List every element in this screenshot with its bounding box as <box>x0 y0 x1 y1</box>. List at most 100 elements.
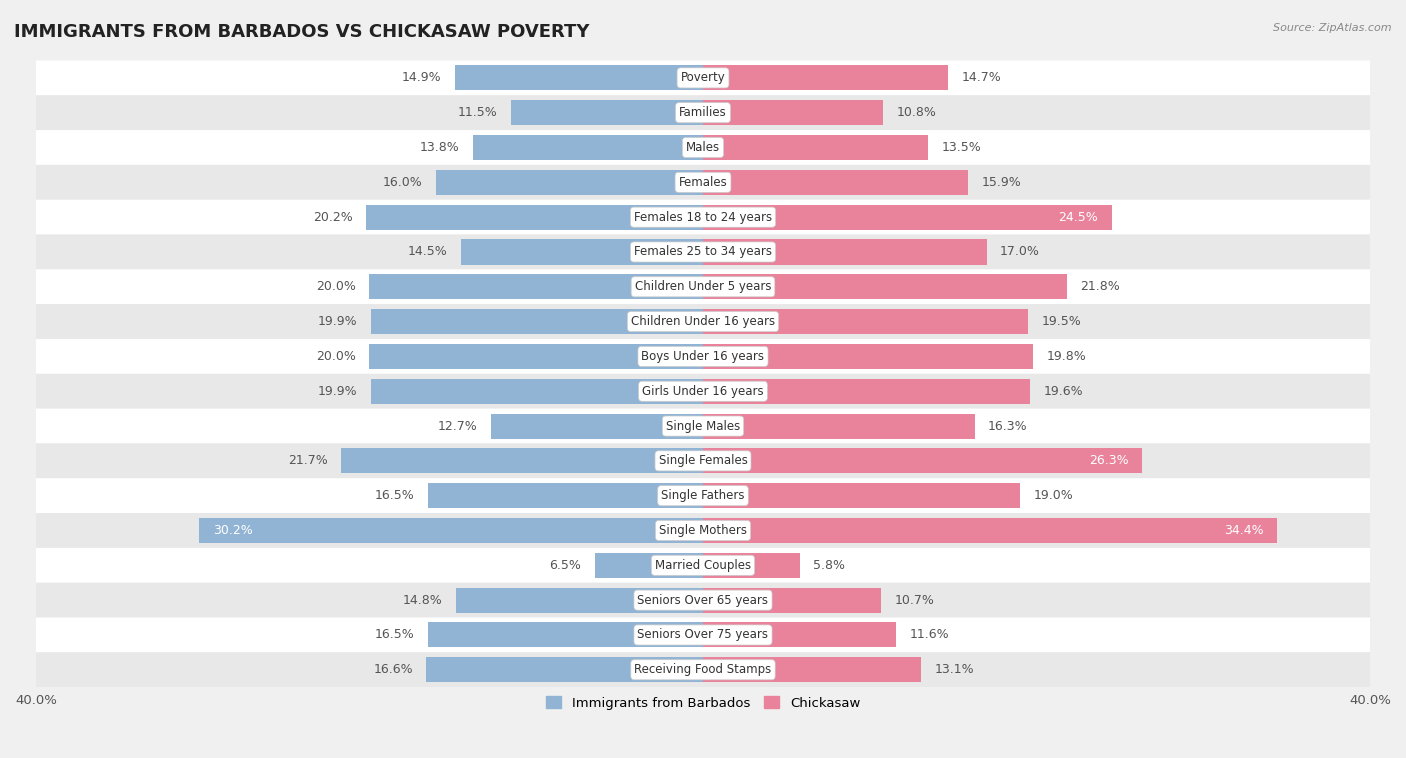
Bar <box>371 309 703 334</box>
Bar <box>703 240 987 265</box>
Text: Females 25 to 34 years: Females 25 to 34 years <box>634 246 772 258</box>
Text: 30.2%: 30.2% <box>212 524 253 537</box>
Text: 19.9%: 19.9% <box>318 315 357 328</box>
Text: Males: Males <box>686 141 720 154</box>
Bar <box>703 553 800 578</box>
Bar <box>703 483 1019 508</box>
Bar <box>703 65 948 90</box>
Text: 19.8%: 19.8% <box>1046 350 1087 363</box>
FancyBboxPatch shape <box>37 583 1369 618</box>
Text: 14.8%: 14.8% <box>404 594 443 606</box>
Text: Children Under 5 years: Children Under 5 years <box>634 280 772 293</box>
FancyBboxPatch shape <box>37 200 1369 234</box>
Text: 14.5%: 14.5% <box>408 246 449 258</box>
Text: 16.5%: 16.5% <box>375 489 415 503</box>
Text: IMMIGRANTS FROM BARBADOS VS CHICKASAW POVERTY: IMMIGRANTS FROM BARBADOS VS CHICKASAW PO… <box>14 23 589 41</box>
Bar <box>370 344 703 369</box>
Legend: Immigrants from Barbados, Chickasaw: Immigrants from Barbados, Chickasaw <box>540 691 866 715</box>
Bar <box>703 100 883 125</box>
Bar <box>703 448 1142 474</box>
Bar <box>703 274 1067 299</box>
Text: Single Males: Single Males <box>666 419 740 433</box>
FancyBboxPatch shape <box>37 130 1369 165</box>
Bar <box>366 205 703 230</box>
Text: 20.0%: 20.0% <box>316 350 356 363</box>
Text: 20.0%: 20.0% <box>316 280 356 293</box>
Text: 19.9%: 19.9% <box>318 385 357 398</box>
Bar <box>703 414 974 439</box>
FancyBboxPatch shape <box>37 96 1369 130</box>
FancyBboxPatch shape <box>37 304 1369 339</box>
Text: Seniors Over 65 years: Seniors Over 65 years <box>637 594 769 606</box>
Text: 19.6%: 19.6% <box>1043 385 1083 398</box>
FancyBboxPatch shape <box>37 409 1369 443</box>
Text: 14.9%: 14.9% <box>402 71 441 84</box>
FancyBboxPatch shape <box>37 339 1369 374</box>
Text: 24.5%: 24.5% <box>1059 211 1098 224</box>
Bar <box>703 379 1029 404</box>
FancyBboxPatch shape <box>37 165 1369 200</box>
Bar <box>491 414 703 439</box>
Text: 17.0%: 17.0% <box>1000 246 1039 258</box>
Text: Single Mothers: Single Mothers <box>659 524 747 537</box>
Bar <box>703 518 1277 543</box>
Bar <box>703 170 969 195</box>
FancyBboxPatch shape <box>37 61 1369 96</box>
Bar <box>436 170 703 195</box>
Text: 12.7%: 12.7% <box>439 419 478 433</box>
FancyBboxPatch shape <box>37 269 1369 304</box>
Text: 16.6%: 16.6% <box>373 663 413 676</box>
Bar <box>472 135 703 160</box>
Bar <box>461 240 703 265</box>
FancyBboxPatch shape <box>37 618 1369 653</box>
Bar <box>456 587 703 612</box>
Text: Boys Under 16 years: Boys Under 16 years <box>641 350 765 363</box>
Bar <box>703 205 1112 230</box>
FancyBboxPatch shape <box>37 443 1369 478</box>
Bar <box>595 553 703 578</box>
Bar <box>426 657 703 682</box>
Text: 5.8%: 5.8% <box>813 559 845 572</box>
Text: Girls Under 16 years: Girls Under 16 years <box>643 385 763 398</box>
Bar <box>512 100 703 125</box>
Text: Females: Females <box>679 176 727 189</box>
Text: 6.5%: 6.5% <box>550 559 581 572</box>
Text: Receiving Food Stamps: Receiving Food Stamps <box>634 663 772 676</box>
Bar <box>454 65 703 90</box>
Bar <box>703 587 882 612</box>
Text: Females 18 to 24 years: Females 18 to 24 years <box>634 211 772 224</box>
Text: 13.1%: 13.1% <box>935 663 974 676</box>
Text: Seniors Over 75 years: Seniors Over 75 years <box>637 628 769 641</box>
Text: 19.0%: 19.0% <box>1033 489 1073 503</box>
Bar <box>703 657 921 682</box>
FancyBboxPatch shape <box>37 478 1369 513</box>
Bar <box>703 309 1028 334</box>
Text: 13.8%: 13.8% <box>420 141 460 154</box>
Text: Single Fathers: Single Fathers <box>661 489 745 503</box>
FancyBboxPatch shape <box>37 374 1369 409</box>
FancyBboxPatch shape <box>37 548 1369 583</box>
Text: 10.7%: 10.7% <box>894 594 935 606</box>
Text: 11.5%: 11.5% <box>458 106 498 119</box>
Text: 19.5%: 19.5% <box>1042 315 1081 328</box>
Bar <box>200 518 703 543</box>
Text: Poverty: Poverty <box>681 71 725 84</box>
Text: 10.8%: 10.8% <box>897 106 936 119</box>
Text: 14.7%: 14.7% <box>962 71 1001 84</box>
Bar <box>342 448 703 474</box>
Bar <box>703 135 928 160</box>
Text: Children Under 16 years: Children Under 16 years <box>631 315 775 328</box>
Bar <box>370 274 703 299</box>
Text: 16.3%: 16.3% <box>988 419 1028 433</box>
Bar <box>371 379 703 404</box>
Bar <box>427 622 703 647</box>
Bar <box>703 622 897 647</box>
Text: Single Females: Single Females <box>658 454 748 468</box>
FancyBboxPatch shape <box>37 513 1369 548</box>
Text: 21.8%: 21.8% <box>1080 280 1119 293</box>
Text: Married Couples: Married Couples <box>655 559 751 572</box>
Text: 15.9%: 15.9% <box>981 176 1021 189</box>
Text: 26.3%: 26.3% <box>1088 454 1128 468</box>
Bar <box>427 483 703 508</box>
Text: 11.6%: 11.6% <box>910 628 949 641</box>
